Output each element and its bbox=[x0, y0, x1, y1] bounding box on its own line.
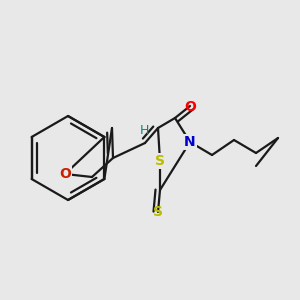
Text: S: S bbox=[153, 205, 163, 219]
Text: H: H bbox=[139, 124, 149, 137]
Text: N: N bbox=[184, 135, 196, 149]
Text: S: S bbox=[155, 154, 165, 168]
Text: O: O bbox=[184, 100, 196, 114]
Text: O: O bbox=[59, 167, 71, 181]
